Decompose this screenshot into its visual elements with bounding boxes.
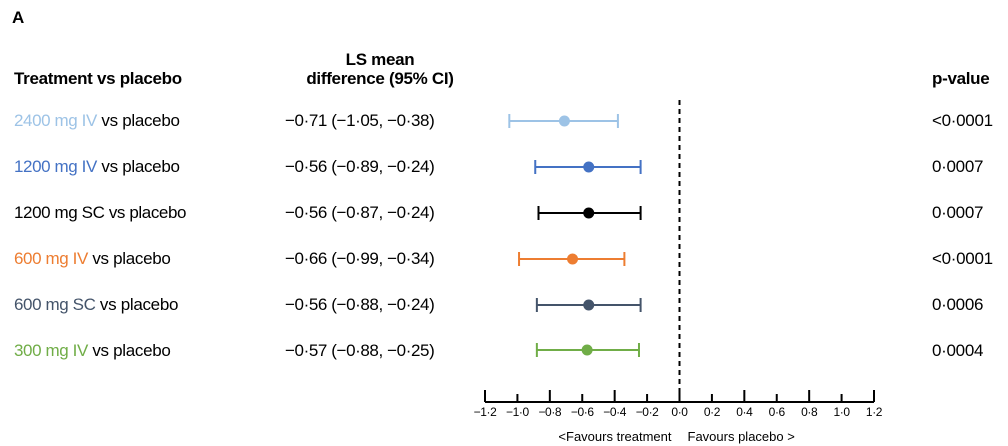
row-ci: −0·71 (−1·05, −0·38)	[285, 111, 435, 130]
ls-mean-header-line2: difference (95% CI)	[306, 69, 454, 88]
x-tick-label: 0·8	[801, 405, 818, 419]
point-estimate	[583, 207, 595, 219]
row-dose: 600 mg SC	[14, 295, 96, 314]
x-tick-label: −1·2	[474, 405, 497, 419]
row-label: 300 mg IV vs placebo	[14, 341, 171, 361]
row-label: 600 mg IV vs placebo	[14, 249, 171, 269]
x-tick-label: 0·2	[704, 405, 721, 419]
row-ci: −0·57 (−0·88, −0·25)	[285, 341, 435, 360]
row-ci: −0·56 (−0·88, −0·24)	[285, 295, 435, 314]
pvalue-header: p-value	[932, 69, 990, 88]
row-pvalue: 0·0007	[932, 157, 984, 176]
favours-treatment-label: <Favours treatment	[558, 429, 671, 444]
row-dose: 1200 mg SC vs placebo	[14, 203, 187, 222]
x-tick-label: −1·0	[506, 405, 529, 419]
x-tick-label: −0·4	[603, 405, 626, 419]
row-pvalue: 0·0004	[932, 341, 984, 360]
row-ci: −0·56 (−0·87, −0·24)	[285, 203, 435, 222]
row-suffix: vs placebo	[96, 111, 180, 130]
point-estimate	[567, 253, 579, 265]
point-estimate	[583, 161, 595, 173]
row-ci: −0·56 (−0·89, −0·24)	[285, 157, 435, 176]
point-estimate	[581, 344, 593, 356]
row-label: 600 mg SC vs placebo	[14, 295, 178, 315]
row-dose: 2400 mg IV	[14, 111, 97, 130]
x-tick-label: 0·4	[736, 405, 753, 419]
row-suffix: vs placebo	[87, 341, 171, 360]
row-pvalue: <0·0001	[932, 111, 993, 130]
point-estimate	[583, 299, 595, 311]
x-tick-label: 0·6	[769, 405, 786, 419]
row-suffix: vs placebo	[87, 249, 171, 268]
row-label: 1200 mg IV vs placebo	[14, 157, 180, 177]
row-pvalue: 0·0007	[932, 203, 984, 222]
row-suffix: vs placebo	[95, 295, 179, 314]
row-pvalue: <0·0001	[932, 249, 993, 268]
row-suffix: vs placebo	[96, 157, 180, 176]
ls-mean-header: LS mean difference (95% CI)	[285, 50, 475, 88]
favours-placebo-label: Favours placebo >	[688, 429, 795, 444]
x-tick-label: −0·8	[538, 405, 561, 419]
row-dose: 1200 mg IV	[14, 157, 97, 176]
ls-mean-header-line1: LS mean	[345, 50, 415, 69]
row-pvalue: 0·0006	[932, 295, 984, 314]
row-label: 1200 mg SC vs placebo	[14, 203, 186, 223]
x-tick-label: 1·2	[866, 405, 883, 419]
panel-label: A	[12, 8, 25, 27]
row-label: 2400 mg IV vs placebo	[14, 111, 180, 131]
x-tick-label: −0·6	[571, 405, 594, 419]
row-dose: 600 mg IV	[14, 249, 88, 268]
row-ci: −0·66 (−0·99, −0·34)	[285, 249, 435, 268]
x-tick-label: 1·0	[834, 405, 851, 419]
x-tick-label: −0·2	[636, 405, 659, 419]
x-tick-label: 0·0	[671, 405, 688, 419]
treatment-header: Treatment vs placebo	[14, 69, 182, 88]
point-estimate	[558, 115, 570, 127]
row-dose: 300 mg IV	[14, 341, 88, 360]
